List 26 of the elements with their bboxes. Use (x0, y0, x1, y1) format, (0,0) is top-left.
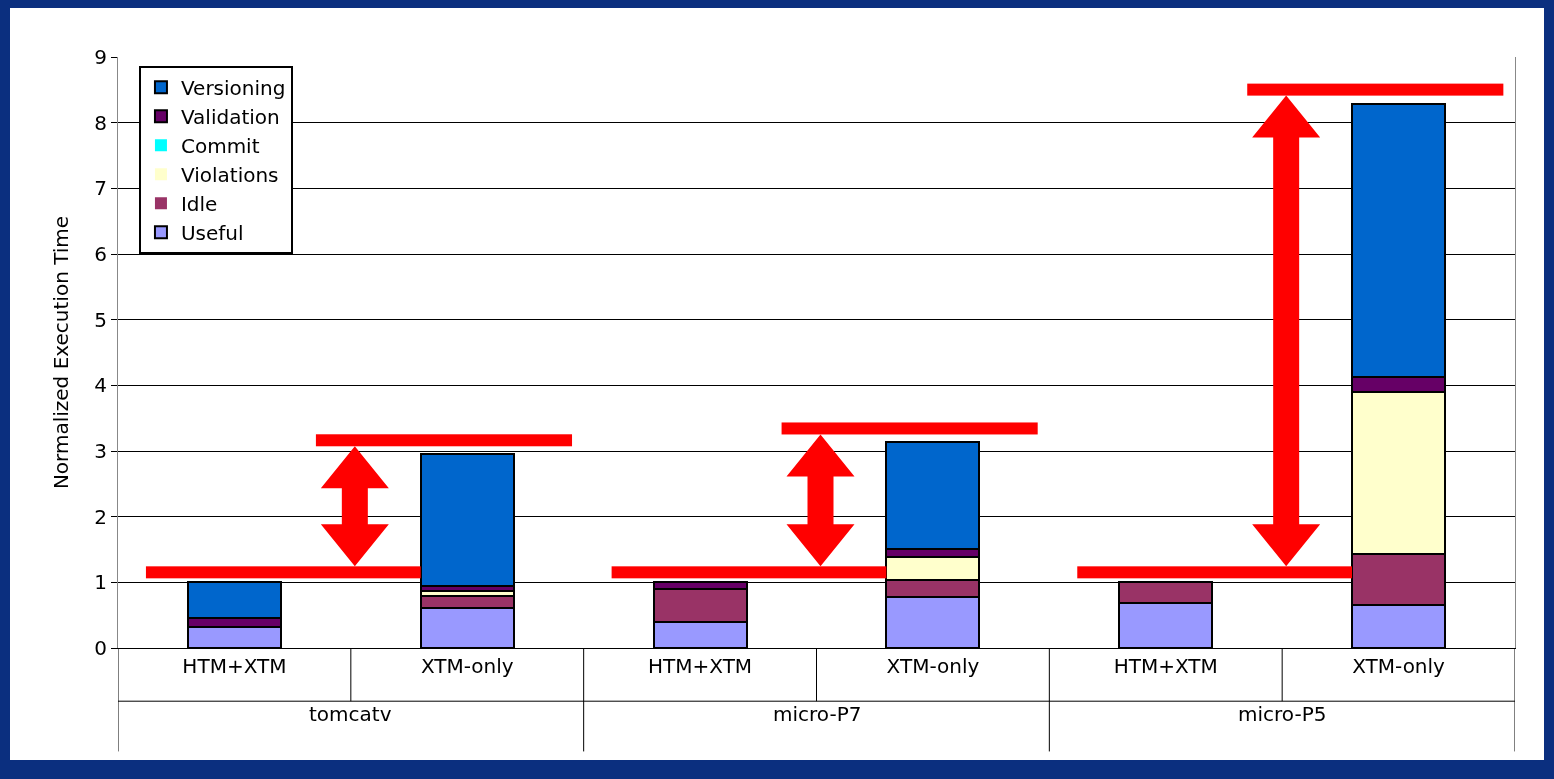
x-tick-label: XTM-only (1352, 654, 1446, 678)
y-tick-label: 0 (94, 636, 107, 660)
y-tick-label: 3 (94, 439, 107, 463)
text: tomcatv (309, 702, 392, 726)
text: micro-P5 (1238, 702, 1327, 726)
legend-label: Validation (180, 105, 280, 130)
legend-label: Useful (180, 221, 244, 246)
x-tick-label: HTM+XTM (648, 654, 753, 678)
y-tick-label: 4 (94, 373, 107, 398)
y-tick-label: 9 (94, 45, 107, 69)
y-tick-label: 5 (94, 307, 107, 332)
x-tick-label: HTM+XTM (182, 654, 287, 678)
y-axis-title: Normalized Execution Time (49, 215, 73, 490)
y-tick-label: 1 (94, 570, 107, 595)
y-tick-label: 6 (94, 242, 107, 266)
legend-label: Versioning (180, 76, 286, 101)
legend-label: Commit (180, 134, 260, 159)
x-tick-label: XTM-only (886, 654, 980, 678)
x-tick-label: HTM+XTM (1113, 654, 1218, 678)
text: micro-P7 (773, 702, 862, 726)
y-tick-label: 8 (94, 110, 107, 135)
y-tick-label: 2 (94, 504, 107, 529)
y-tick-label: 7 (94, 176, 107, 201)
legend-label: Idle (180, 192, 218, 217)
legend-label: Violations (180, 163, 279, 188)
x-tick-label: XTM-only (420, 654, 514, 678)
